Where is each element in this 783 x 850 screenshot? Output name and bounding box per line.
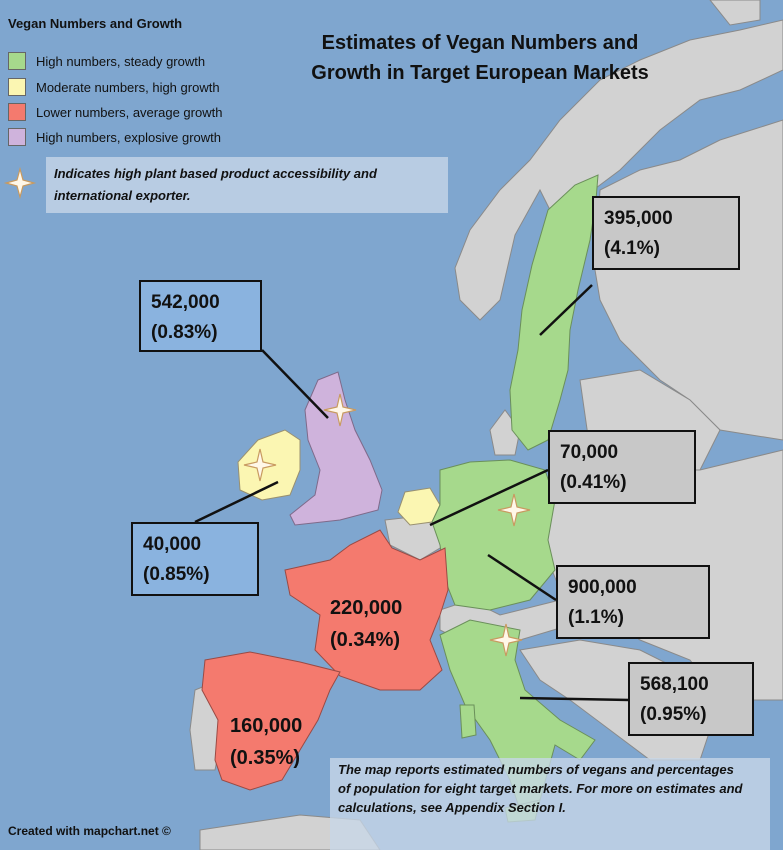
- stat-count-germany: 900,000: [568, 577, 637, 598]
- footnote-text: The map reports estimated numbers of veg…: [338, 762, 743, 815]
- stat-label-spain: 160,000 (0.35%): [230, 710, 302, 774]
- legend-label-explosive: High numbers, explosive growth: [36, 129, 221, 145]
- legend-item-moderate: Moderate numbers, high growth: [8, 76, 220, 98]
- star-icon-legend: [3, 166, 37, 200]
- leader-lines: [194, 284, 631, 702]
- star-icon-italy: [489, 623, 523, 657]
- credit-text: Created with mapchart.net ©: [8, 824, 171, 838]
- stat-box-germany: 900,000 (1.1%): [556, 565, 710, 639]
- legend-title: Vegan Numbers and Growth: [8, 16, 183, 31]
- stat-count-italy: 568,100: [640, 674, 709, 695]
- leader-uk: [261, 349, 329, 419]
- legend-swatch-lower: [8, 103, 26, 121]
- norway-land: [454, 19, 783, 321]
- germany-land: [431, 459, 556, 611]
- stat-pct-ireland: (0.85%): [143, 564, 210, 585]
- leader-netherlands: [429, 468, 549, 527]
- star-markers: [3, 166, 531, 657]
- spain-land: [201, 651, 341, 791]
- sardinia-land: [459, 704, 477, 739]
- legend-item-lower: Lower numbers, average growth: [8, 101, 222, 123]
- star-icon-germany: [497, 493, 531, 527]
- stat-label-france: 220,000 (0.34%): [330, 592, 402, 656]
- iceland-land: [709, 0, 761, 26]
- legend-swatch-steady: [8, 52, 26, 70]
- stat-count-france: 220,000: [330, 597, 403, 619]
- italy-land: [439, 619, 596, 811]
- stat-box-sweden: 395,000 (4.1%): [592, 196, 740, 270]
- legend-item-explosive: High numbers, explosive growth: [8, 126, 221, 148]
- stat-pct-spain: (0.35%): [230, 747, 301, 769]
- stat-count-sweden: 395,000: [604, 208, 673, 229]
- title-line-2: Growth in Target European Markets: [311, 62, 649, 84]
- sweden-land: [509, 174, 599, 451]
- star-icon-uk: [323, 393, 357, 427]
- star-note-box: [46, 157, 448, 213]
- stat-pct-france: (0.34%): [330, 629, 401, 651]
- france-land: [284, 529, 449, 691]
- stat-pct-uk: (0.83%): [151, 322, 218, 343]
- stat-pct-italy: (0.95%): [640, 704, 707, 725]
- stat-box-uk: 542,000 (0.83%): [139, 280, 262, 352]
- uk-land: [289, 371, 383, 526]
- leader-sweden: [539, 284, 593, 336]
- stat-count-uk: 542,000: [151, 292, 220, 313]
- stat-count-ireland: 40,000: [143, 534, 202, 555]
- stat-count-netherlands: 70,000: [560, 442, 619, 463]
- footnote-box: [330, 758, 770, 850]
- legend-item-steady: High numbers, steady growth: [8, 50, 205, 72]
- leader-germany: [487, 553, 557, 602]
- legend-label-steady: High numbers, steady growth: [36, 53, 206, 69]
- legend-label-lower: Lower numbers, average growth: [36, 104, 223, 120]
- star-note-text: Indicates high plant based product acces…: [54, 166, 377, 203]
- stat-count-spain: 160,000: [230, 715, 303, 737]
- legend-label-moderate: Moderate numbers, high growth: [36, 79, 220, 95]
- legend-swatch-explosive: [8, 128, 26, 146]
- stat-box-ireland: 40,000 (0.85%): [131, 522, 259, 596]
- stat-box-netherlands: 70,000 (0.41%): [548, 430, 696, 504]
- leader-ireland: [194, 480, 279, 524]
- page-title: Estimates of Vegan Numbers and Growth in…: [270, 28, 690, 88]
- stat-pct-sweden: (4.1%): [604, 238, 660, 259]
- title-line-1: Estimates of Vegan Numbers and: [321, 32, 639, 54]
- star-icon-ireland: [243, 448, 277, 482]
- leader-italy: [519, 696, 631, 702]
- stat-pct-netherlands: (0.41%): [560, 472, 627, 493]
- stat-pct-germany: (1.1%): [568, 607, 624, 628]
- stat-box-italy: 568,100 (0.95%): [628, 662, 754, 736]
- legend-swatch-moderate: [8, 78, 26, 96]
